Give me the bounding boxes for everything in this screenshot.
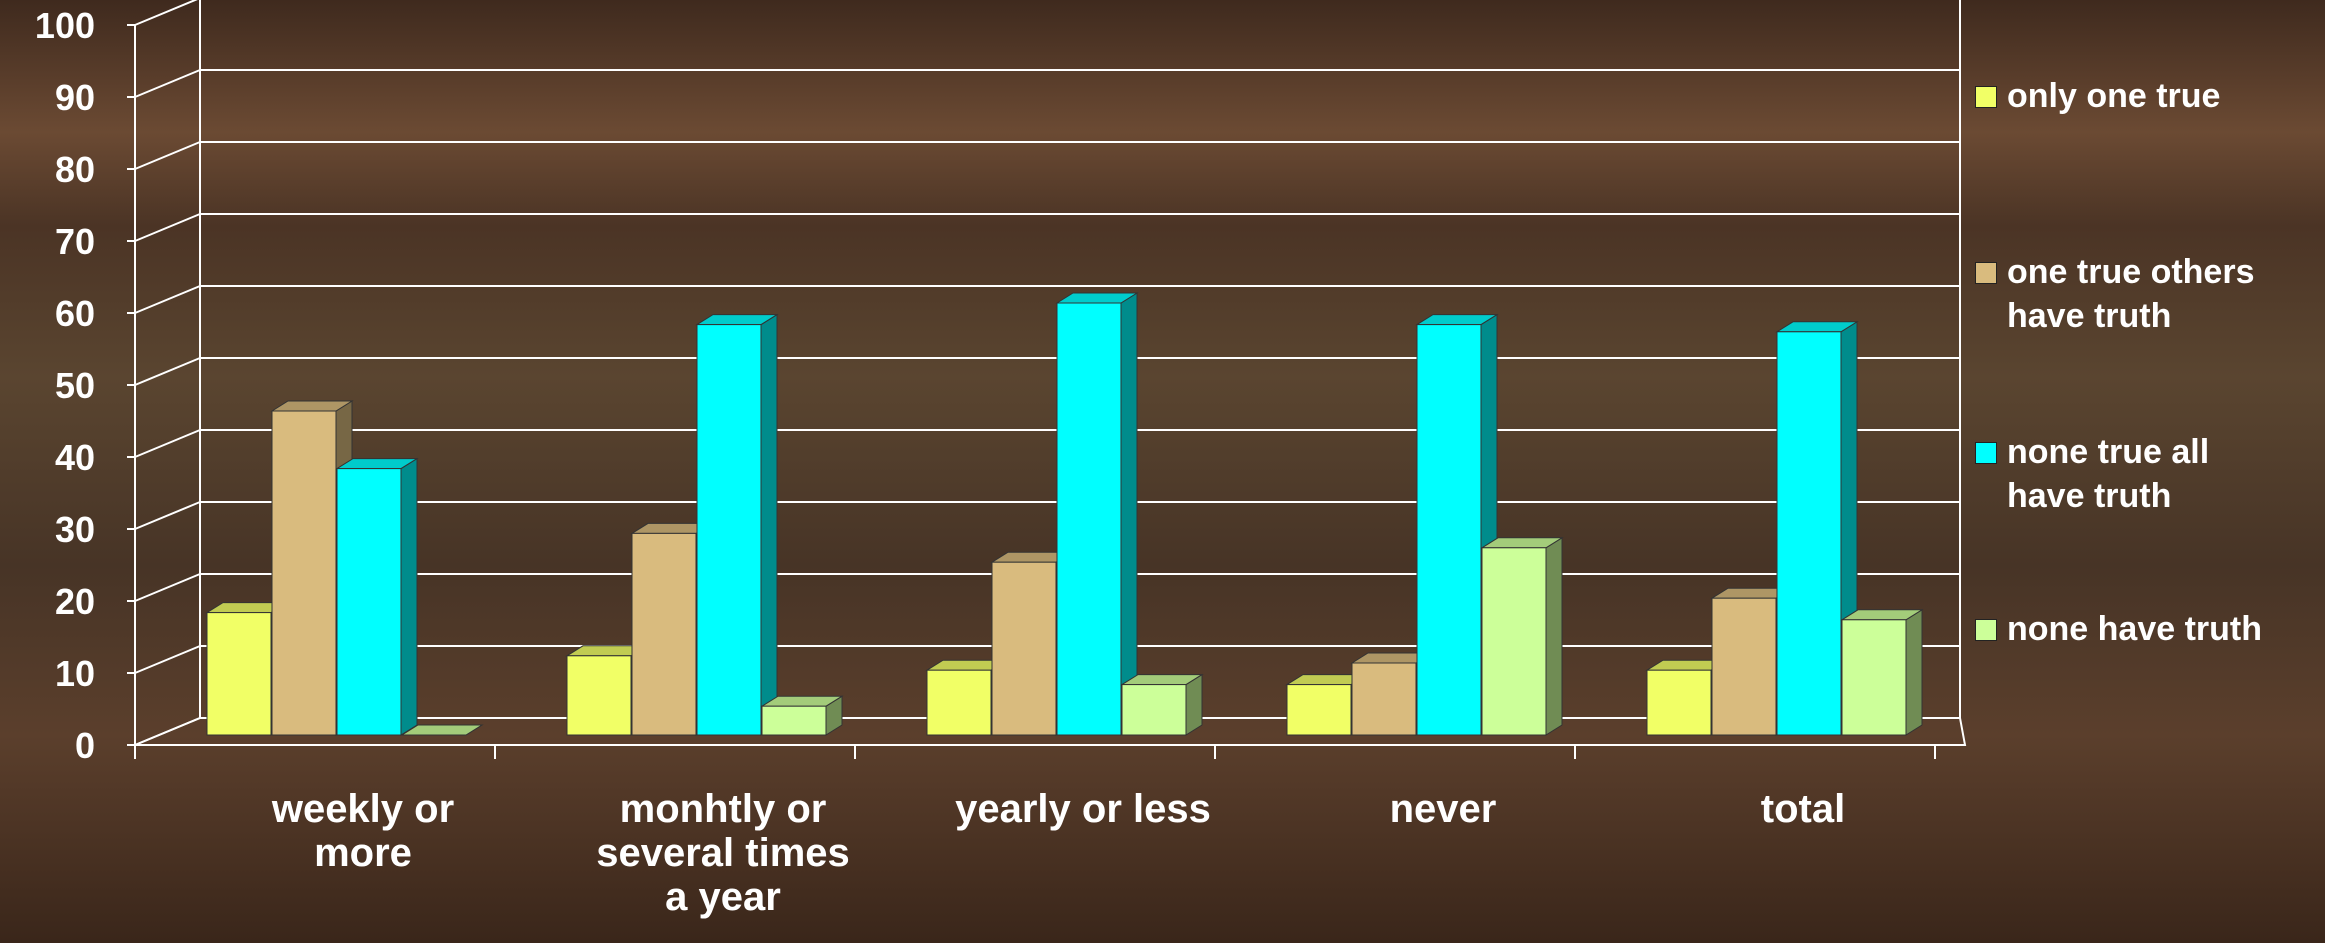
- bar: [1480, 536, 1564, 736]
- y-tick-label: 40: [55, 437, 95, 478]
- legend-label: only one true: [2007, 77, 2221, 115]
- y-tick-label: 60: [55, 293, 95, 334]
- legend-swatch: [1975, 619, 1997, 641]
- bar-side: [1120, 292, 1138, 736]
- bar: [1120, 673, 1204, 736]
- bar-front: [1841, 619, 1907, 736]
- x-category-label: yearly or less: [955, 787, 1211, 831]
- bar-side: [400, 457, 418, 736]
- legend-swatch: [1975, 442, 1997, 464]
- bar-front: [271, 410, 337, 736]
- y-tick-label: 30: [55, 509, 95, 550]
- bar-front: [1711, 597, 1777, 736]
- legend-swatch: [1975, 262, 1997, 284]
- y-tick-label: 50: [55, 365, 95, 406]
- bar-front: [1416, 324, 1482, 736]
- bar: [335, 457, 419, 736]
- bar-front: [1481, 547, 1547, 736]
- bar-front: [1351, 662, 1417, 736]
- y-tick-label: 90: [55, 77, 95, 118]
- bar-front: [1286, 684, 1352, 736]
- bar-front: [696, 324, 762, 736]
- bar-top: [400, 724, 484, 736]
- y-tick-label: 70: [55, 221, 95, 262]
- bars: [205, 292, 1924, 736]
- gridline-side: [134, 141, 201, 170]
- y-axis: 0 10 20 30 40 50 60 70 80 90 100: [35, 5, 136, 766]
- y-tick-label: 0: [75, 725, 95, 766]
- bar-front: [336, 468, 402, 736]
- x-category-label: never: [1390, 787, 1497, 831]
- bar-front: [1646, 669, 1712, 736]
- bar-front: [1056, 302, 1122, 736]
- y-tick-label: 10: [55, 653, 95, 694]
- y-tick-label: 80: [55, 149, 95, 190]
- x-category-label: more: [314, 831, 412, 875]
- gridline-side: [134, 573, 201, 602]
- x-category-label: weekly or: [271, 787, 454, 831]
- bar-front: [991, 561, 1057, 736]
- legend-swatch: [1975, 86, 1997, 108]
- y-tick-label: 20: [55, 581, 95, 622]
- bar: [1645, 659, 1729, 736]
- bar: [1840, 608, 1924, 736]
- bar-front: [761, 705, 827, 736]
- bar-side: [760, 313, 778, 736]
- bar: [400, 724, 484, 736]
- gridline-side: [134, 429, 201, 458]
- legend-label: none true all have truth: [2007, 433, 2210, 515]
- gridline-side: [134, 213, 201, 242]
- gridline-side: [134, 0, 198, 26]
- bar-side: [1905, 608, 1923, 736]
- gridline-side: [134, 69, 201, 98]
- x-category-label: total: [1761, 787, 1845, 831]
- bar-front: [566, 655, 632, 736]
- x-category-label: monhtly or: [620, 787, 827, 831]
- gridline-side: [134, 501, 201, 530]
- bar: [760, 695, 844, 736]
- gridline-side: [134, 285, 201, 314]
- bar-side: [1545, 536, 1563, 736]
- legend-label: none have truth: [2007, 610, 2263, 648]
- bar: [1055, 292, 1139, 736]
- x-category-label: a year: [665, 875, 781, 919]
- legend-label: one true others have truth: [2007, 253, 2255, 335]
- bar-front: [206, 612, 272, 736]
- bar-front: [926, 669, 992, 736]
- y-tick-label: 100: [35, 5, 95, 46]
- bar-front: [631, 532, 697, 736]
- bar: [695, 313, 779, 736]
- gridline-side: [134, 645, 201, 674]
- bar-front: [1776, 331, 1842, 736]
- bar-front: [1121, 684, 1187, 736]
- x-category-label: several times: [596, 831, 850, 875]
- gridline-side: [134, 357, 201, 386]
